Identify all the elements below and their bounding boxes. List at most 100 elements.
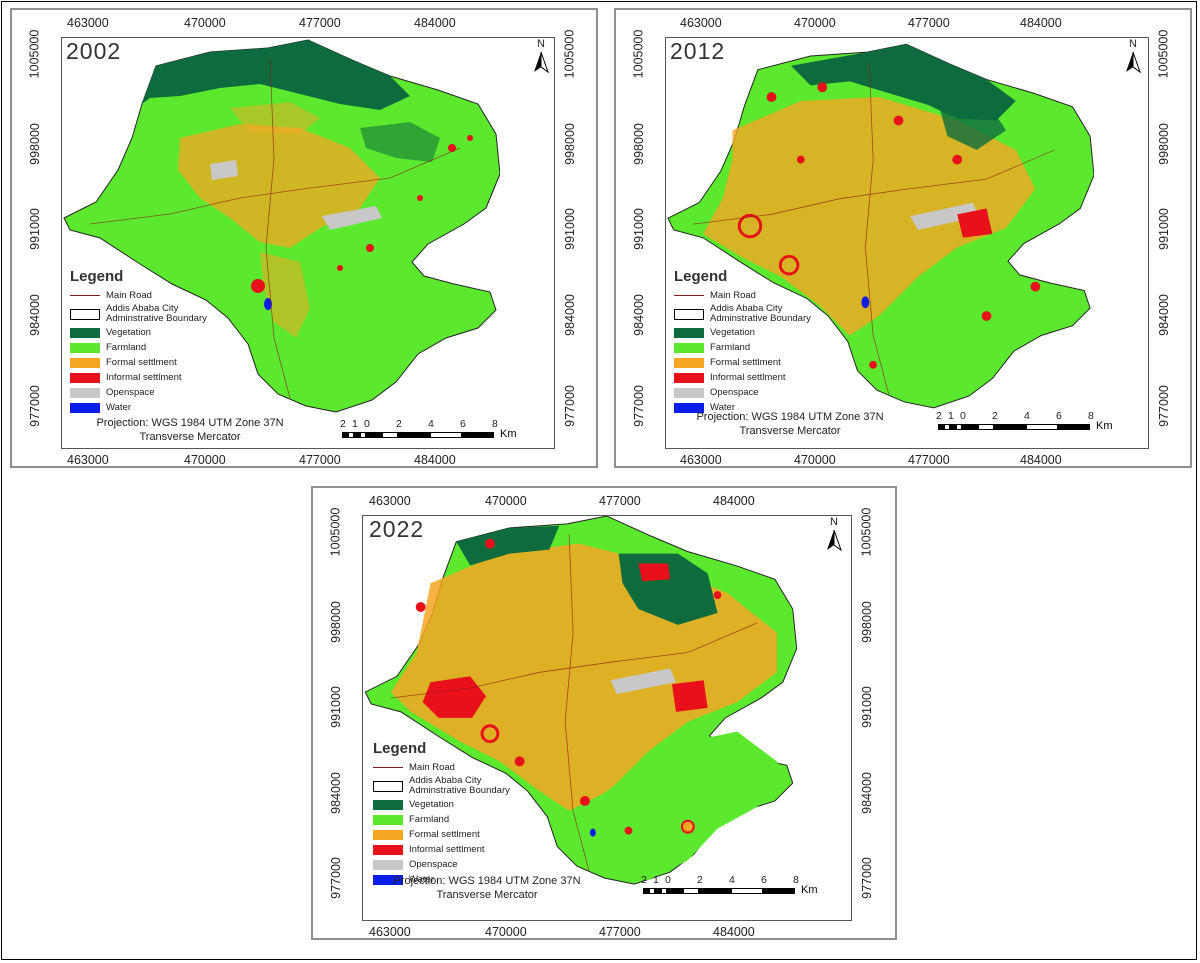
legend-label: Vegetation	[710, 327, 755, 338]
x-tick-bottom: 477000	[908, 453, 950, 467]
legend-item: Addis Ababa City Adminstrative Boundary	[674, 303, 811, 325]
main-road	[693, 149, 1056, 225]
north-arrow: N	[530, 38, 552, 76]
informal-settlement-patch	[713, 591, 722, 600]
scale-label: 2	[396, 418, 402, 430]
y-tick-right: 977000	[1156, 385, 1171, 427]
north-arrow: N	[1122, 38, 1144, 76]
scale-label: 6	[1056, 410, 1062, 422]
x-tick-top: 477000	[599, 494, 641, 508]
y-tick-right: 984000	[859, 772, 874, 814]
legend-swatch	[373, 844, 403, 855]
scale-unit: Km	[1096, 420, 1113, 432]
y-tick-left: 991000	[631, 208, 646, 250]
y-tick-left: 998000	[328, 601, 343, 643]
scale-segment	[699, 888, 731, 894]
scale-label: 4	[428, 418, 434, 430]
projection-note: Projection: WGS 1984 UTM Zone 37N Transv…	[393, 875, 581, 901]
scale-segment	[360, 432, 366, 438]
north-arrow-icon	[1126, 51, 1141, 74]
map-panel-2022: 2022 463000 470000 477000 484000 463000 …	[311, 486, 897, 940]
informal-settlement-ring	[480, 724, 500, 744]
legend-swatch	[674, 295, 704, 296]
y-tick-left: 1005000	[328, 507, 343, 557]
y-tick-right: 1005000	[859, 507, 874, 557]
informal-settlement-ring	[778, 254, 800, 276]
openspace-region	[910, 202, 979, 230]
legend-swatch	[70, 327, 100, 338]
informal-settlement-patch	[869, 360, 878, 369]
legend-title: Legend	[674, 268, 728, 285]
y-tick-right: 977000	[859, 857, 874, 899]
legend-label: Openspace	[710, 387, 759, 398]
y-tick-left: 998000	[631, 123, 646, 165]
legend-swatch	[70, 342, 100, 353]
y-tick-right: 977000	[562, 385, 577, 427]
water-body	[589, 828, 596, 837]
legend-item: Informal settlment	[674, 370, 811, 385]
y-tick-right: 1005000	[562, 29, 577, 79]
scale-segment	[649, 888, 655, 894]
vegetation-region	[360, 122, 440, 162]
legend-swatch	[373, 859, 403, 870]
informal-settlement-patch	[817, 82, 828, 93]
legend-item: Main Road	[373, 760, 510, 775]
legend-swatch	[70, 372, 100, 383]
legend: Legend Main Road Addis Ababa City Adminstra…	[674, 268, 811, 415]
informal-settlement-patch	[796, 155, 805, 164]
scale-label: 2	[697, 874, 703, 886]
y-tick-left: 991000	[27, 208, 42, 250]
y-tick-right: 1005000	[1156, 29, 1171, 79]
legend-label: Farmland	[106, 342, 147, 353]
scale-label: 4	[1024, 410, 1030, 422]
legend-item: Vegetation	[373, 797, 510, 812]
projection-note: Projection: WGS 1984 UTM Zone 37N Transv…	[696, 411, 884, 437]
map-year: 2012	[670, 38, 726, 64]
y-tick-right: 991000	[859, 686, 874, 728]
x-tick-bottom: 484000	[414, 453, 456, 467]
y-tick-left: 1005000	[631, 29, 646, 79]
x-tick-bottom: 463000	[369, 925, 411, 939]
informal-settlement-patch	[672, 680, 708, 712]
informal-settlement-patch	[981, 311, 992, 321]
y-tick-left: 977000	[631, 385, 646, 427]
scale-bar: 2 1 0 2 4 6 8 Km	[641, 874, 843, 900]
x-tick-top: 484000	[414, 16, 456, 30]
legend-label: Water	[106, 402, 131, 413]
x-tick-top: 463000	[67, 16, 109, 30]
legend-label: Formal settlment	[710, 357, 781, 368]
scale-segment	[462, 432, 494, 438]
scale-segment	[1026, 424, 1058, 430]
scale-label: 2	[641, 874, 647, 886]
openspace-region	[322, 206, 382, 230]
informal-settlement-patch	[467, 135, 473, 141]
legend-swatch	[674, 342, 704, 353]
scale-segment	[398, 432, 430, 438]
scale-segment	[382, 432, 398, 438]
farmland-region	[579, 731, 787, 881]
scale-label: 1	[653, 874, 659, 886]
legend-swatch	[674, 372, 704, 383]
scale-unit: Km	[500, 428, 517, 440]
x-tick-top: 463000	[369, 494, 411, 508]
y-tick-right: 998000	[562, 123, 577, 165]
scale-segment	[430, 432, 462, 438]
informal-settlement-patch	[448, 144, 456, 152]
scale-segment	[683, 888, 699, 894]
informal-settlement-patch	[417, 195, 423, 201]
legend-item: Water	[70, 400, 207, 415]
legend-swatch	[373, 799, 403, 810]
openspace-region	[210, 160, 238, 180]
north-arrow-icon	[827, 529, 842, 552]
x-tick-top: 484000	[713, 494, 755, 508]
y-tick-right: 998000	[1156, 123, 1171, 165]
informal-settlement-patch	[337, 265, 343, 271]
scale-segment	[661, 888, 667, 894]
scale-label: 6	[761, 874, 767, 886]
legend-item: Vegetation	[674, 325, 811, 340]
legend-swatch	[70, 387, 100, 398]
scale-bar: 2 1 0 2 4 6 8 Km	[340, 418, 542, 444]
legend-swatch	[373, 767, 403, 768]
scale-segment	[763, 888, 795, 894]
informal-settlement-patch	[251, 279, 265, 293]
